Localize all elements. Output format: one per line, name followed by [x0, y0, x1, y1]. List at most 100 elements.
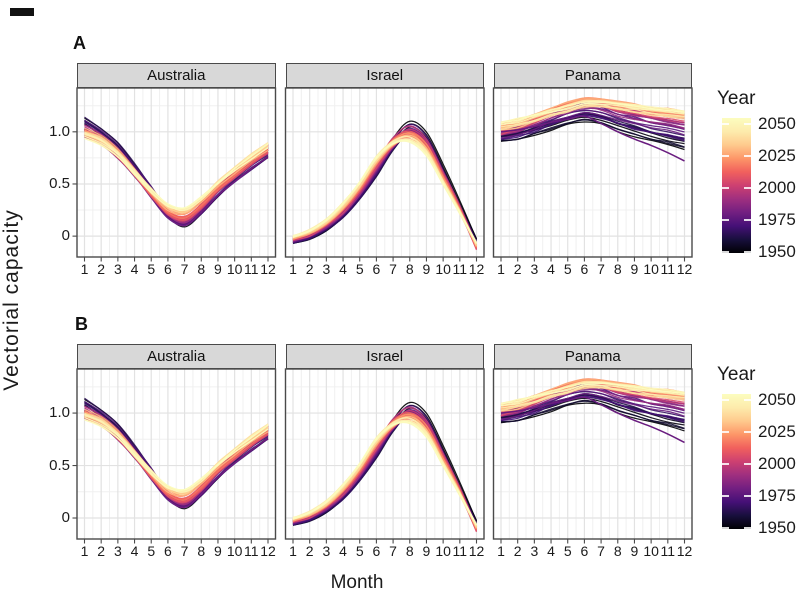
- x-tick-label: 6: [372, 261, 381, 277]
- y-tick-label: 1.0: [49, 404, 70, 422]
- panel-border: [492, 87, 693, 258]
- colorbar-break-tick: [744, 527, 751, 529]
- legend-title: Year: [717, 88, 756, 109]
- panel-lines: [500, 97, 685, 162]
- panel-lines: [292, 120, 478, 251]
- colorbar-break-tick: [722, 527, 729, 529]
- x-tick-label: 9: [630, 543, 639, 559]
- facet-label: Israel: [366, 67, 404, 84]
- x-tick-label: 5: [563, 543, 572, 559]
- panel-grid: [285, 88, 484, 257]
- x-tick-label: 4: [130, 261, 139, 277]
- facet-label: Panama: [564, 67, 621, 84]
- year-line: [292, 421, 478, 526]
- legend-tick-label: 2050: [758, 114, 796, 133]
- colorbar-break-tick: [744, 219, 751, 221]
- panel-border: [284, 87, 485, 258]
- x-tick-label: 3: [322, 261, 331, 277]
- x-tick-label: 4: [339, 261, 347, 277]
- legend-tick-label: 1975: [758, 486, 796, 505]
- legend-colorbar: [722, 118, 751, 253]
- year-line: [84, 138, 269, 210]
- legend-tick-label: 1950: [758, 518, 796, 537]
- legend-colorbar: [722, 394, 751, 529]
- colorbar-break-tick: [744, 463, 751, 465]
- colorbar-break-tick: [744, 155, 751, 157]
- x-tick-label: 12: [676, 543, 693, 559]
- panel-tag-a: A: [73, 33, 86, 53]
- x-tick-label: 12: [260, 261, 276, 277]
- x-tick-label: 4: [339, 543, 347, 559]
- y-tick-label: 0: [61, 227, 70, 245]
- x-tick-label: 11: [452, 261, 468, 277]
- x-tick-label: 5: [147, 543, 156, 559]
- x-axis-title: Month: [330, 572, 384, 593]
- axis-tick-marks: [500, 257, 686, 262]
- year-line: [500, 395, 685, 422]
- y-tick-label: 0.5: [49, 456, 70, 474]
- x-tick-label: 6: [580, 261, 589, 277]
- x-tick-label: 1: [289, 543, 297, 559]
- x-tick-label: 12: [468, 543, 485, 559]
- x-tick-label: 11: [452, 543, 468, 559]
- x-tick-label: 3: [322, 543, 331, 559]
- colorbar-break-tick: [722, 399, 729, 401]
- x-tick-label: 10: [435, 543, 451, 559]
- y-tick-label: 0: [61, 509, 70, 526]
- x-tick-label: 8: [405, 543, 414, 559]
- year-line: [84, 419, 269, 492]
- x-tick-label: 10: [643, 261, 659, 277]
- x-tick-label: 1: [497, 261, 505, 277]
- x-tick-label: 8: [613, 543, 622, 559]
- x-tick-label: 4: [130, 543, 139, 559]
- axis-tick-marks: [292, 539, 478, 544]
- x-tick-label: 9: [214, 261, 222, 277]
- x-tick-label: 11: [244, 261, 259, 277]
- y-tick-label: 0.5: [49, 174, 70, 192]
- x-tick-label: 9: [630, 261, 639, 277]
- x-tick-label: 3: [113, 261, 122, 277]
- colorbar-break-tick: [722, 187, 729, 189]
- panel-border: [492, 368, 693, 540]
- year-line: [500, 100, 685, 124]
- legend-tick-label: 2050: [758, 390, 796, 409]
- facet-strip-panama-b: Panama: [493, 344, 692, 369]
- axis-tick-marks: [72, 412, 269, 544]
- year-line: [500, 393, 685, 421]
- year-line: [500, 119, 685, 148]
- x-tick-label: 3: [530, 261, 539, 277]
- x-tick-label: 11: [244, 543, 259, 559]
- year-line: [500, 402, 685, 432]
- x-tick-label: 11: [660, 261, 676, 277]
- colorbar-break-tick: [722, 219, 729, 221]
- year-line: [500, 383, 685, 407]
- year-line: [500, 121, 685, 151]
- y-tick-label: 1.0: [49, 122, 70, 140]
- x-tick-label: 5: [147, 261, 156, 277]
- panel-lines: [84, 116, 269, 228]
- x-tick-label: 10: [226, 543, 243, 559]
- x-tick-label: 3: [113, 543, 122, 559]
- year-line: [500, 102, 685, 125]
- x-tick-label: 7: [597, 543, 605, 559]
- corner-mark: [10, 8, 34, 16]
- x-tick-label: 7: [389, 261, 397, 277]
- colorbar-break-tick: [744, 399, 751, 401]
- x-tick-label: 5: [355, 261, 364, 277]
- x-tick-label: 6: [580, 543, 589, 559]
- year-line: [292, 139, 478, 244]
- legend-title: Year: [717, 364, 756, 385]
- x-tick-label: 7: [389, 543, 397, 559]
- x-tick-label: 7: [597, 261, 605, 277]
- x-tick-label: 1: [80, 261, 89, 277]
- x-tick-label: 11: [660, 543, 676, 559]
- x-tick-label: 5: [563, 261, 572, 277]
- x-tick-label: 9: [214, 543, 222, 559]
- panel-border: [76, 368, 277, 540]
- facet-label: Australia: [147, 348, 206, 365]
- x-tick-label: 9: [422, 261, 431, 277]
- year-line: [500, 387, 685, 417]
- panel-lines: [84, 397, 269, 510]
- facet-label: Panama: [564, 348, 621, 365]
